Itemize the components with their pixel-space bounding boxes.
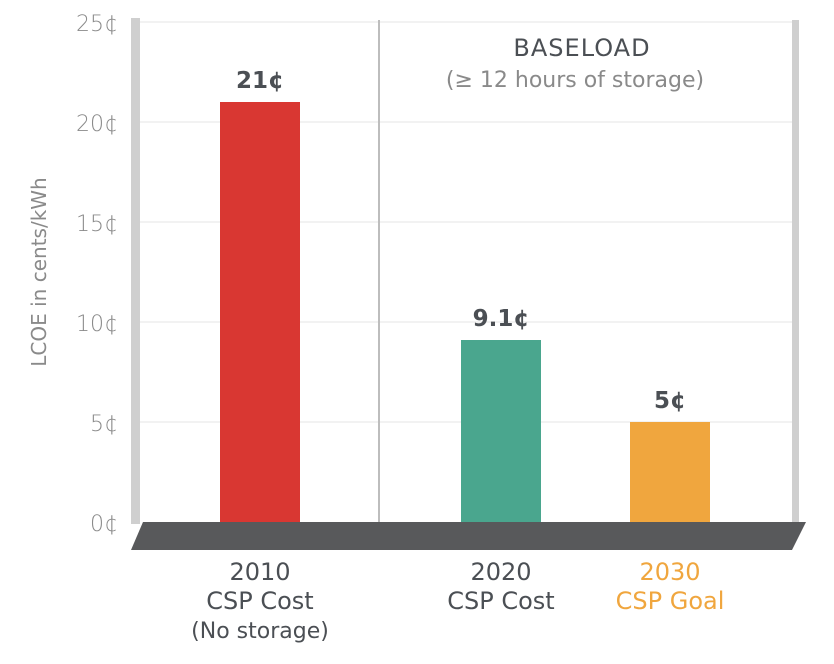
category-sublabel: (No storage) bbox=[191, 619, 329, 644]
bar-value-label: 5¢ bbox=[654, 388, 686, 414]
category-label: 2020 bbox=[470, 558, 531, 586]
category-label: 2010 bbox=[229, 558, 290, 586]
category-label: CSP Cost bbox=[447, 587, 554, 615]
bar bbox=[630, 422, 710, 524]
plot-right-edge bbox=[792, 20, 799, 522]
section-subtitle: (≥ 12 hours of storage) bbox=[446, 68, 704, 93]
category-label: CSP Cost bbox=[206, 587, 313, 615]
y-tick-label: 25¢ bbox=[76, 12, 118, 37]
bar bbox=[461, 340, 541, 524]
y-axis-label: LCOE in cents/kWh bbox=[27, 177, 51, 366]
chart-floor bbox=[131, 522, 806, 550]
y-tick-label: 15¢ bbox=[76, 212, 118, 237]
category-label: 2030 bbox=[639, 558, 700, 586]
bars: 21¢ 9.1¢ 5¢ bbox=[220, 68, 710, 524]
y-tick-label: 5¢ bbox=[90, 412, 118, 437]
y-tick-label: 10¢ bbox=[76, 312, 118, 337]
y-tick-label: 20¢ bbox=[76, 112, 118, 137]
bar-value-label: 9.1¢ bbox=[473, 306, 530, 332]
category-label: CSP Goal bbox=[616, 587, 725, 615]
bar-value-label: 21¢ bbox=[236, 68, 284, 94]
bar bbox=[220, 102, 300, 524]
section-title: BASELOAD bbox=[513, 34, 650, 62]
y-axis-ticks: 0¢ 5¢ 10¢ 15¢ 20¢ 25¢ bbox=[76, 12, 118, 537]
y-axis-line bbox=[131, 18, 140, 524]
y-tick-label: 0¢ bbox=[90, 512, 118, 537]
